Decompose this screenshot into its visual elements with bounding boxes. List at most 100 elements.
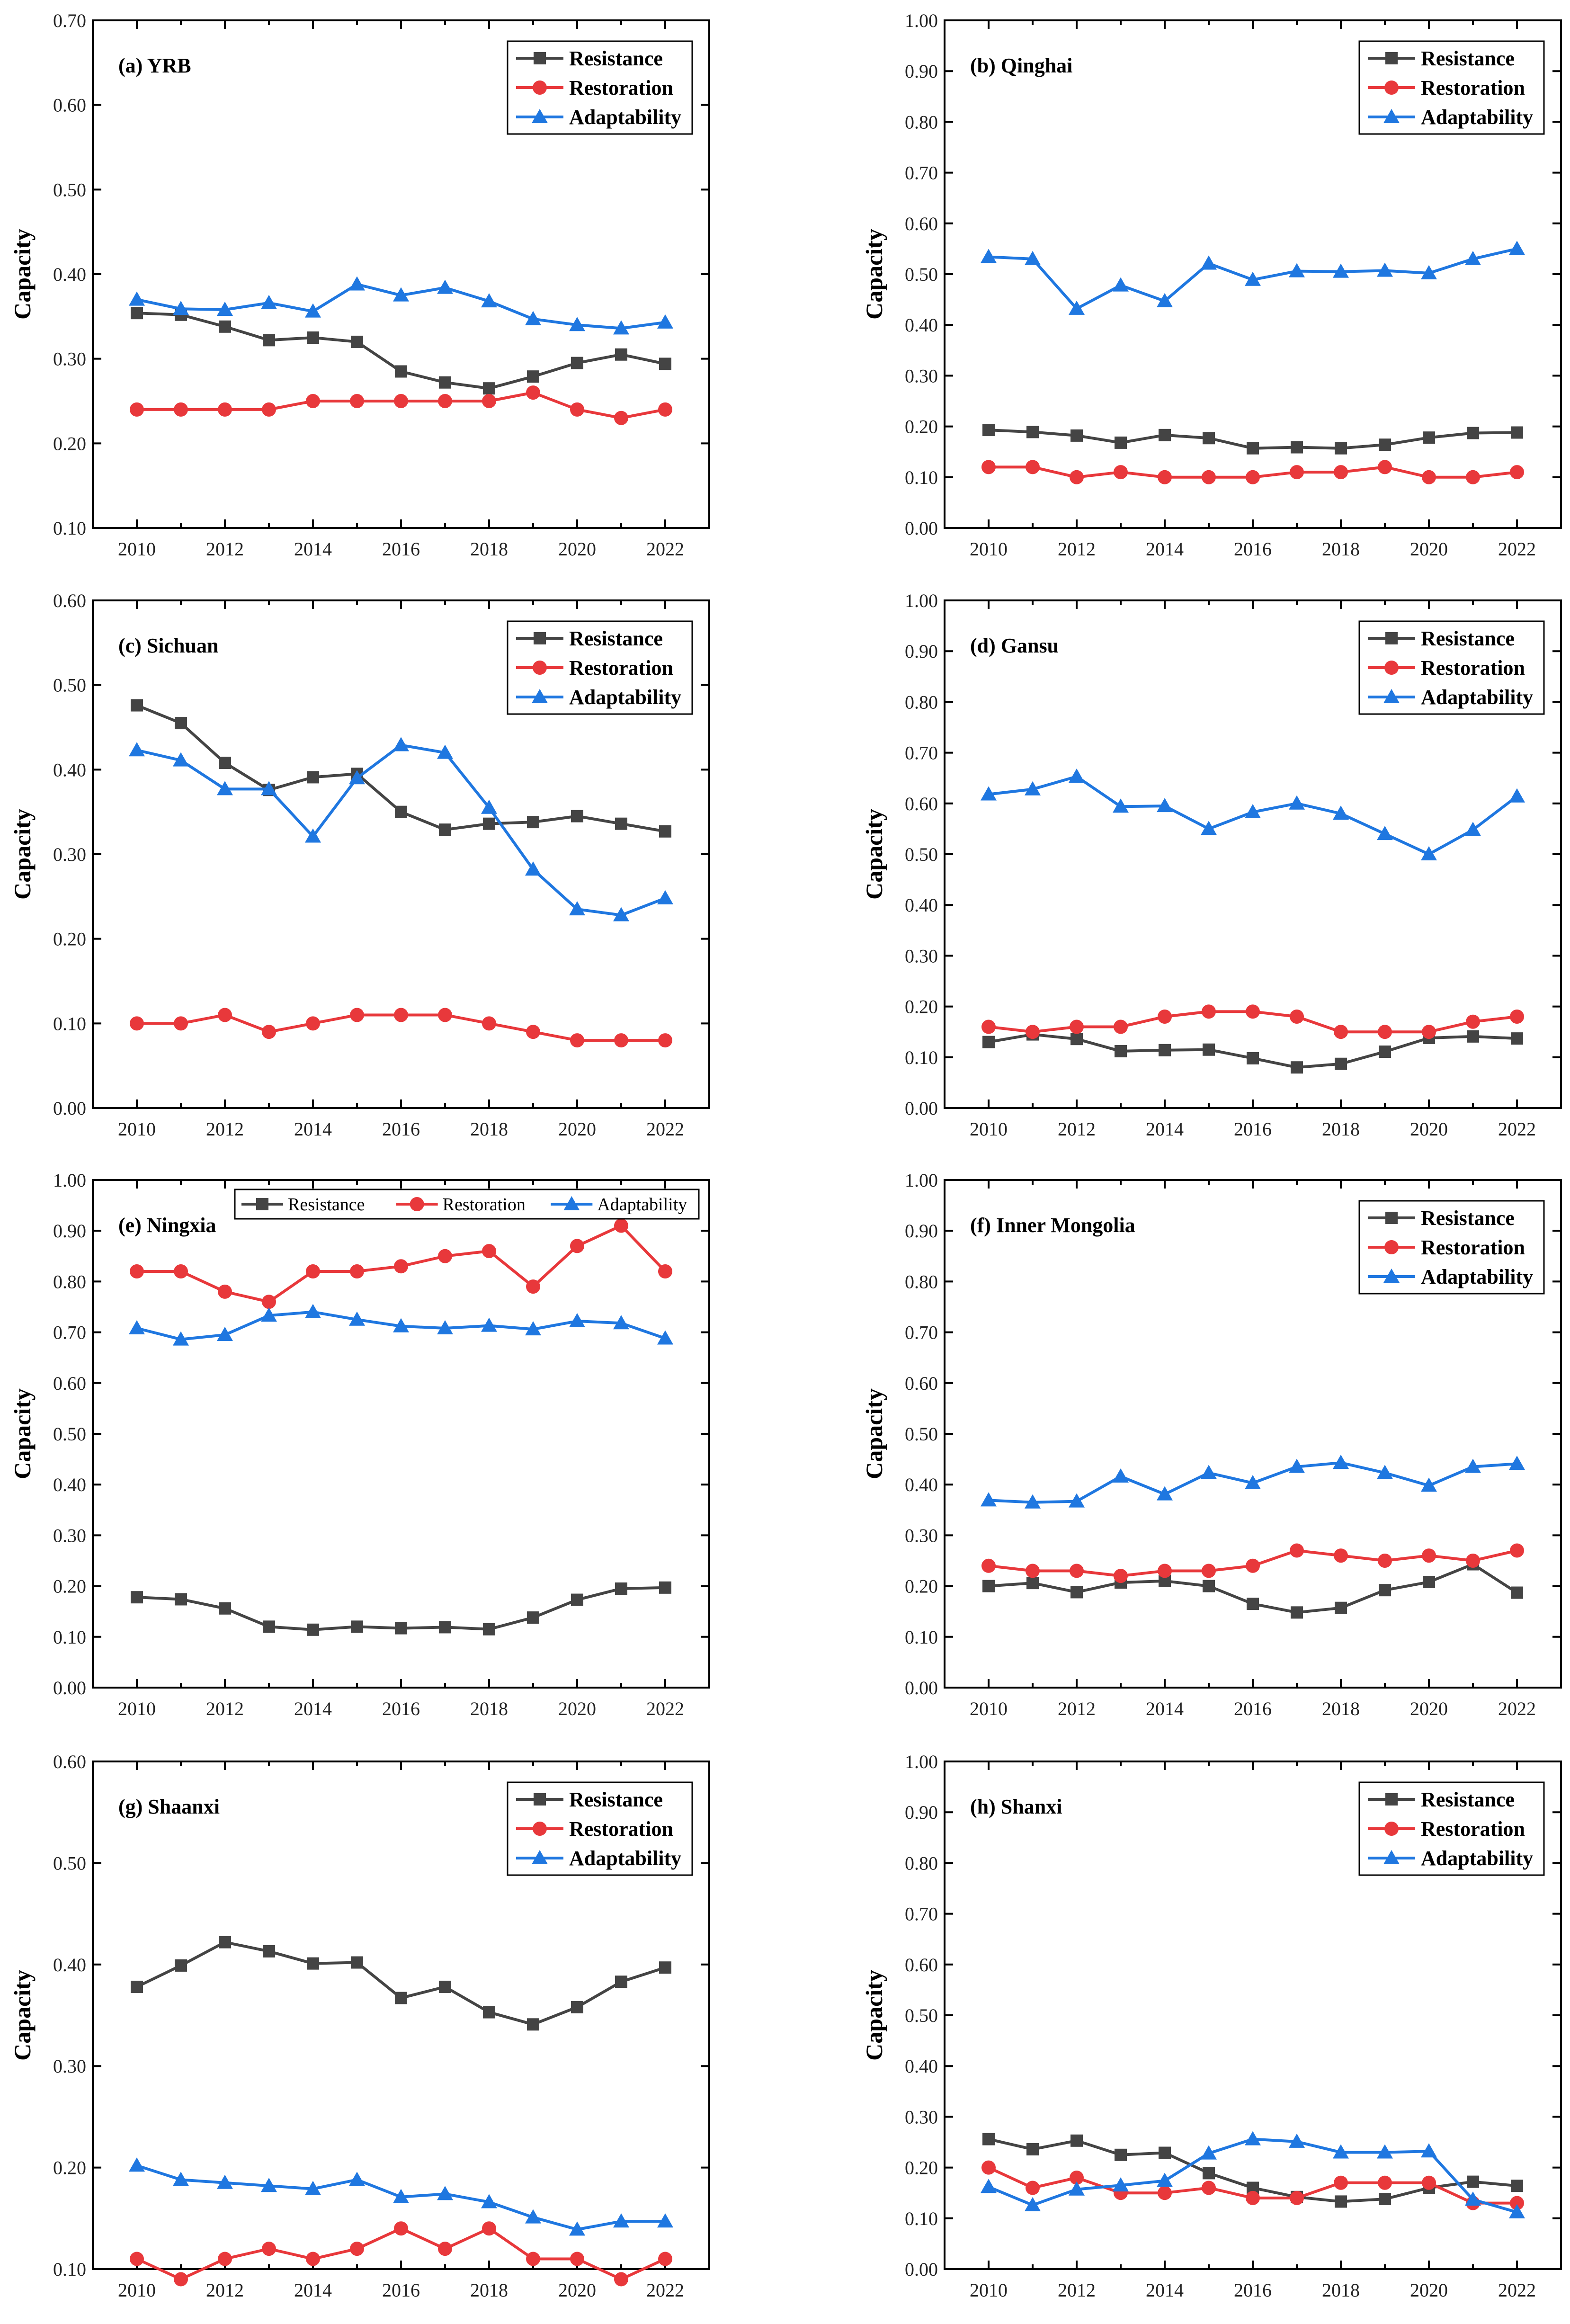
series-adaptability bbox=[981, 768, 1525, 860]
resistance-point bbox=[1335, 1057, 1347, 1070]
legend-marker-adaptability bbox=[1383, 109, 1400, 123]
y-tick-label: 0.00 bbox=[905, 2259, 938, 2280]
adaptability-point bbox=[1377, 262, 1393, 277]
x-tick-label: 2022 bbox=[1498, 538, 1536, 560]
adaptability-point bbox=[1377, 1465, 1393, 1479]
restoration-point bbox=[1246, 2190, 1260, 2205]
x-tick-label: 2022 bbox=[1498, 1698, 1536, 1719]
series-adaptability bbox=[981, 241, 1525, 315]
y-tick-label: 0.50 bbox=[905, 844, 938, 865]
legend: Resistance Restoration Adaptability bbox=[507, 40, 693, 135]
y-tick-label: 1.00 bbox=[905, 590, 938, 611]
adaptability-point bbox=[1509, 788, 1525, 803]
restoration-point bbox=[482, 2221, 496, 2236]
legend-label-resistance: Resistance bbox=[1421, 1788, 1515, 1811]
legend-marker-adaptability bbox=[1383, 1269, 1400, 1283]
resistance-point bbox=[439, 1980, 451, 1993]
resistance-point bbox=[1379, 1584, 1391, 1597]
y-tick-label: 0.50 bbox=[53, 1852, 86, 1874]
y-tick-label: 0.10 bbox=[53, 518, 86, 539]
x-tick-label: 2014 bbox=[294, 538, 332, 560]
resistance-point bbox=[439, 1621, 451, 1634]
resistance-point bbox=[527, 2018, 539, 2031]
series-resistance bbox=[131, 699, 671, 838]
legend: Resistance Restoration Adaptability bbox=[234, 1189, 700, 1220]
x-tick-label: 2018 bbox=[1322, 2279, 1360, 2301]
resistance-point bbox=[483, 1623, 495, 1636]
resistance-point bbox=[395, 805, 407, 818]
resistance-point bbox=[1379, 2193, 1391, 2206]
adaptability-point bbox=[1113, 277, 1129, 292]
adaptability-point bbox=[437, 2186, 453, 2200]
adaptability-point bbox=[393, 737, 409, 751]
adaptability-point bbox=[1333, 1455, 1349, 1469]
resistance-point bbox=[1291, 1061, 1303, 1074]
y-tick-label: 0.60 bbox=[905, 1373, 938, 1394]
restoration-point bbox=[1158, 470, 1172, 484]
x-tick-label: 2012 bbox=[206, 1118, 244, 1140]
restoration-point bbox=[262, 402, 276, 417]
resistance-point bbox=[307, 771, 319, 784]
series-restoration bbox=[981, 1004, 1524, 1039]
legend-label-resistance: Resistance bbox=[288, 1195, 365, 1215]
restoration-point bbox=[570, 402, 584, 417]
y-tick-label: 0.50 bbox=[905, 264, 938, 285]
adaptability-point bbox=[1509, 2204, 1525, 2218]
y-axis-title: Capacity bbox=[861, 229, 887, 320]
x-tick-label: 2014 bbox=[1146, 1698, 1184, 1719]
adaptability-point bbox=[1509, 1456, 1525, 1470]
y-tick-label: 0.10 bbox=[53, 1627, 86, 1648]
adaptability-point bbox=[305, 2181, 321, 2195]
restoration-point bbox=[1378, 460, 1392, 474]
adaptability-point bbox=[1465, 2191, 1481, 2206]
y-tick-label: 0.10 bbox=[53, 2259, 86, 2280]
legend: Resistance Restoration Adaptability bbox=[507, 620, 693, 715]
y-tick-label: 0.00 bbox=[53, 1098, 86, 1119]
panel-title: (g) Shaanxi bbox=[118, 1795, 220, 1818]
restoration-point bbox=[394, 1008, 408, 1022]
y-tick-label: 0.30 bbox=[53, 844, 86, 865]
restoration-point bbox=[614, 1218, 628, 1233]
restoration-point bbox=[1334, 1025, 1348, 1039]
adaptability-point bbox=[1069, 2181, 1085, 2196]
restoration-point bbox=[1158, 1564, 1172, 1578]
resistance-point bbox=[615, 348, 627, 361]
x-tick-label: 2014 bbox=[1146, 538, 1184, 560]
y-tick-label: 0.50 bbox=[905, 1423, 938, 1445]
restoration-point bbox=[1026, 1025, 1040, 1039]
resistance-point bbox=[219, 320, 231, 333]
resistance-point bbox=[307, 1957, 319, 1970]
restoration-point bbox=[306, 1264, 320, 1278]
x-tick-label: 2010 bbox=[118, 1118, 156, 1140]
y-tick-label: 0.90 bbox=[53, 1220, 86, 1242]
resistance-point bbox=[483, 382, 495, 395]
resistance-point bbox=[1467, 2175, 1479, 2188]
x-tick-label: 2016 bbox=[382, 1118, 420, 1140]
adaptability-point bbox=[1201, 821, 1217, 835]
restoration-point bbox=[1334, 1548, 1348, 1563]
legend-marker-restoration bbox=[1384, 661, 1399, 675]
y-axis-title: Capacity bbox=[861, 809, 887, 900]
resistance-point bbox=[527, 370, 539, 383]
adaptability-point bbox=[481, 799, 497, 814]
adaptability-point bbox=[217, 302, 233, 316]
resistance-point bbox=[1115, 436, 1127, 449]
y-tick-label: 0.80 bbox=[905, 691, 938, 713]
panel-title: (f) Inner Mongolia bbox=[970, 1214, 1135, 1237]
y-tick-label: 0.30 bbox=[53, 349, 86, 370]
y-tick-label: 0.50 bbox=[905, 2005, 938, 2026]
adaptability-point bbox=[393, 1318, 409, 1332]
y-tick-label: 0.40 bbox=[53, 264, 86, 285]
x-tick-label: 2020 bbox=[558, 538, 596, 560]
resistance-point bbox=[571, 357, 583, 369]
restoration-point bbox=[658, 1264, 672, 1278]
adaptability-point bbox=[349, 1311, 365, 1326]
restoration-point bbox=[981, 460, 996, 474]
restoration-point bbox=[1114, 1569, 1128, 1583]
y-tick-label: 0.70 bbox=[905, 1904, 938, 1925]
restoration-point bbox=[1026, 460, 1040, 474]
adaptability-point bbox=[1113, 2177, 1129, 2192]
legend-marker-adaptability bbox=[563, 1196, 580, 1210]
legend-label-adaptability: Adaptability bbox=[597, 1195, 687, 1215]
